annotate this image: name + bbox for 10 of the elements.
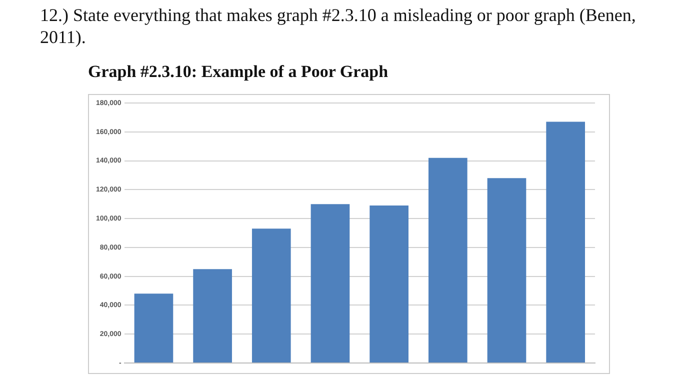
bar — [370, 206, 408, 362]
chart-title: 12.) State everything that makes graph #2.3.10 a misleading or poor graph (Benen, 2011). — [40, 4, 637, 48]
bar — [428, 158, 468, 362]
chart-subtitle: Graph #2.3.10: Example of a Poor Graph — [88, 62, 388, 82]
bar — [193, 269, 232, 362]
bar — [252, 228, 291, 362]
bar — [487, 178, 526, 362]
bar — [310, 204, 350, 362]
bar — [546, 122, 585, 362]
bar — [134, 294, 174, 362]
